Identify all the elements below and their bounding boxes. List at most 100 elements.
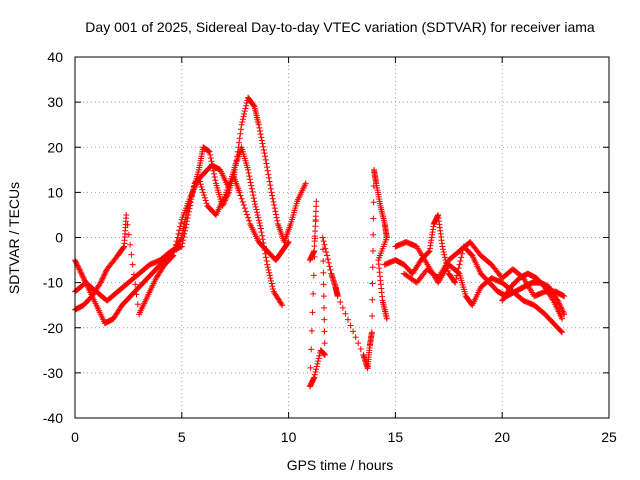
data-point bbox=[243, 102, 250, 109]
data-point bbox=[184, 215, 191, 222]
data-point bbox=[202, 197, 209, 204]
chart-title: Day 001 of 2025, Sidereal Day-to-day VTE… bbox=[85, 19, 595, 35]
data-point bbox=[239, 116, 246, 123]
data-point bbox=[206, 148, 213, 155]
data-point bbox=[127, 241, 134, 248]
data-point bbox=[315, 355, 322, 362]
data-point bbox=[179, 240, 186, 247]
data-point bbox=[183, 218, 190, 225]
data-point bbox=[368, 329, 375, 336]
data-point bbox=[245, 214, 252, 221]
data-point bbox=[312, 368, 319, 375]
data-point bbox=[310, 290, 317, 297]
data-point bbox=[182, 227, 189, 234]
data-point bbox=[73, 259, 80, 266]
data-point bbox=[315, 358, 322, 365]
data-point bbox=[237, 126, 244, 133]
data-point bbox=[100, 274, 107, 281]
data-point bbox=[312, 216, 319, 223]
data-point bbox=[323, 248, 330, 255]
data-point bbox=[316, 352, 323, 359]
data-point bbox=[236, 139, 243, 146]
data-point bbox=[198, 183, 205, 190]
data-point bbox=[252, 203, 259, 210]
data-point bbox=[72, 258, 79, 265]
x-tick-label: 0 bbox=[71, 429, 79, 445]
data-point bbox=[185, 208, 192, 215]
data-point bbox=[324, 252, 331, 259]
data-point bbox=[320, 293, 327, 300]
data-point bbox=[370, 231, 377, 238]
data-point bbox=[265, 171, 272, 178]
data-point bbox=[267, 275, 274, 282]
data-point bbox=[261, 150, 268, 157]
data-point bbox=[80, 276, 87, 283]
data-point bbox=[250, 102, 257, 109]
data-point bbox=[211, 170, 218, 177]
data-point bbox=[425, 248, 432, 255]
y-axis-label: SDTVAR / TECUs bbox=[6, 182, 22, 294]
data-point bbox=[262, 254, 269, 261]
data-point bbox=[257, 225, 264, 232]
data-point bbox=[170, 252, 177, 259]
data-point bbox=[313, 366, 320, 373]
data-point bbox=[125, 231, 132, 238]
data-point bbox=[96, 280, 103, 287]
data-point bbox=[269, 283, 276, 290]
data-point bbox=[175, 230, 182, 237]
data-point bbox=[326, 263, 333, 270]
data-point bbox=[383, 315, 390, 322]
data-point bbox=[128, 251, 135, 258]
y-tick-label: 20 bbox=[47, 139, 63, 155]
data-point bbox=[247, 179, 254, 186]
data-point bbox=[236, 189, 243, 196]
data-point bbox=[246, 217, 253, 224]
data-point bbox=[252, 201, 259, 208]
data-point bbox=[253, 206, 260, 213]
data-point bbox=[256, 220, 263, 227]
data-point bbox=[245, 166, 252, 173]
data-point bbox=[458, 254, 465, 261]
data-point bbox=[132, 281, 139, 288]
data-point bbox=[311, 371, 318, 378]
data-point bbox=[457, 257, 464, 264]
data-point bbox=[253, 209, 260, 216]
data-point bbox=[556, 300, 563, 307]
data-point bbox=[183, 221, 190, 228]
data-point bbox=[74, 262, 81, 269]
data-point bbox=[248, 182, 255, 189]
data-point bbox=[266, 269, 273, 276]
x-tick-label: 10 bbox=[281, 429, 297, 445]
data-point bbox=[249, 188, 256, 195]
y-tick-label: -10 bbox=[43, 275, 63, 291]
data-point bbox=[272, 208, 279, 215]
data-point bbox=[237, 130, 244, 137]
data-point bbox=[324, 256, 331, 263]
data-point bbox=[369, 264, 376, 271]
x-tick-label: 20 bbox=[494, 429, 510, 445]
data-point bbox=[242, 105, 249, 112]
data-point bbox=[271, 205, 278, 212]
data-point bbox=[178, 243, 185, 250]
data-point bbox=[211, 174, 218, 181]
data-point bbox=[173, 238, 180, 245]
data-point bbox=[134, 301, 141, 308]
data-point bbox=[313, 198, 320, 205]
data-point bbox=[308, 346, 315, 353]
data-point bbox=[180, 237, 187, 244]
data-point bbox=[180, 234, 187, 241]
data-point bbox=[264, 264, 271, 271]
data-point bbox=[266, 272, 273, 279]
data-point bbox=[352, 334, 359, 341]
data-point bbox=[308, 327, 315, 334]
data-point bbox=[319, 234, 326, 241]
data-point bbox=[455, 269, 462, 276]
data-point bbox=[347, 322, 354, 329]
data-point bbox=[355, 340, 362, 347]
data-point bbox=[236, 135, 243, 142]
data-point bbox=[265, 266, 272, 273]
axis-ticks: 0 5 10 15 20 25 -40 -30 -20 -10 0 10 20 30 40 bbox=[43, 49, 617, 445]
data-point bbox=[79, 271, 86, 278]
data-point bbox=[267, 185, 274, 192]
